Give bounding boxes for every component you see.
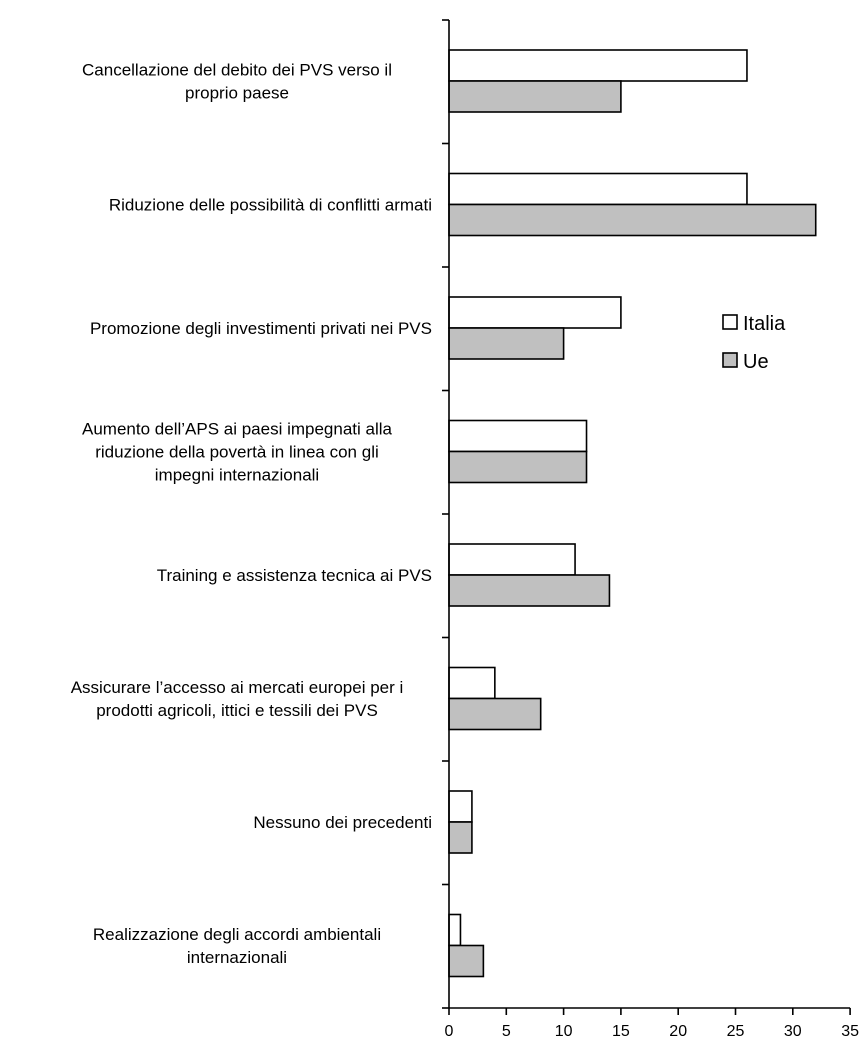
bar-italia-3: [448, 296, 622, 329]
bar-ue-3: [448, 327, 565, 360]
bar-italia-2: [448, 172, 748, 206]
category-label: Riduzione delle possibilità di conflitti…: [109, 196, 432, 215]
category-label: Cancellazione del debito dei PVS verso i…: [82, 61, 392, 80]
bar-ue-1: [448, 80, 622, 113]
category-label: Assicurare l’accesso ai mercati europei …: [71, 678, 404, 697]
x-tick-label: 0: [445, 1023, 454, 1040]
x-tick-label: 10: [555, 1023, 573, 1040]
x-tick-label: 5: [502, 1023, 511, 1040]
category-label: Promozione degli investimenti privati ne…: [90, 319, 432, 338]
category-label: Training e assistenza tecnica ai PVS: [157, 566, 432, 585]
bar-italia-5: [448, 543, 576, 576]
category-label: Aumento dell’APS ai paesi impegnati alla: [82, 420, 393, 439]
bar-italia-8: [448, 913, 462, 947]
bar-ue-8: [448, 944, 485, 978]
x-tick-label: 35: [841, 1023, 859, 1040]
legend-swatch-italia: [722, 314, 738, 330]
category-label: Nessuno dei precedenti: [253, 813, 432, 832]
bar-ue-4: [448, 450, 588, 484]
x-tick-label: 20: [669, 1023, 687, 1040]
category-label: proprio paese: [185, 84, 289, 103]
x-tick-label: 30: [784, 1023, 802, 1040]
bar-italia-7: [448, 790, 473, 823]
bar-italia-6: [448, 666, 496, 700]
x-tick-label: 15: [612, 1023, 630, 1040]
category-label: internazionali: [187, 948, 287, 967]
bar-ue-7: [448, 821, 473, 854]
x-tick-label: 25: [727, 1023, 745, 1040]
bar-italia-1: [448, 49, 748, 82]
legend-label-italia: Italia: [743, 313, 786, 335]
bar-italia-4: [448, 419, 588, 453]
category-label: Realizzazione degli accordi ambientali: [93, 925, 381, 944]
category-label: prodotti agricoli, ittici e tessili dei …: [96, 701, 378, 720]
legend-label-ue: Ue: [743, 351, 769, 373]
bar-ue-5: [448, 574, 611, 607]
category-label: riduzione della povertà in linea con gli: [95, 443, 379, 462]
bar-ue-6: [448, 697, 542, 731]
legend-swatch-ue: [722, 352, 738, 368]
bar-ue-2: [448, 203, 817, 237]
category-label: impegni internazionali: [155, 466, 319, 485]
